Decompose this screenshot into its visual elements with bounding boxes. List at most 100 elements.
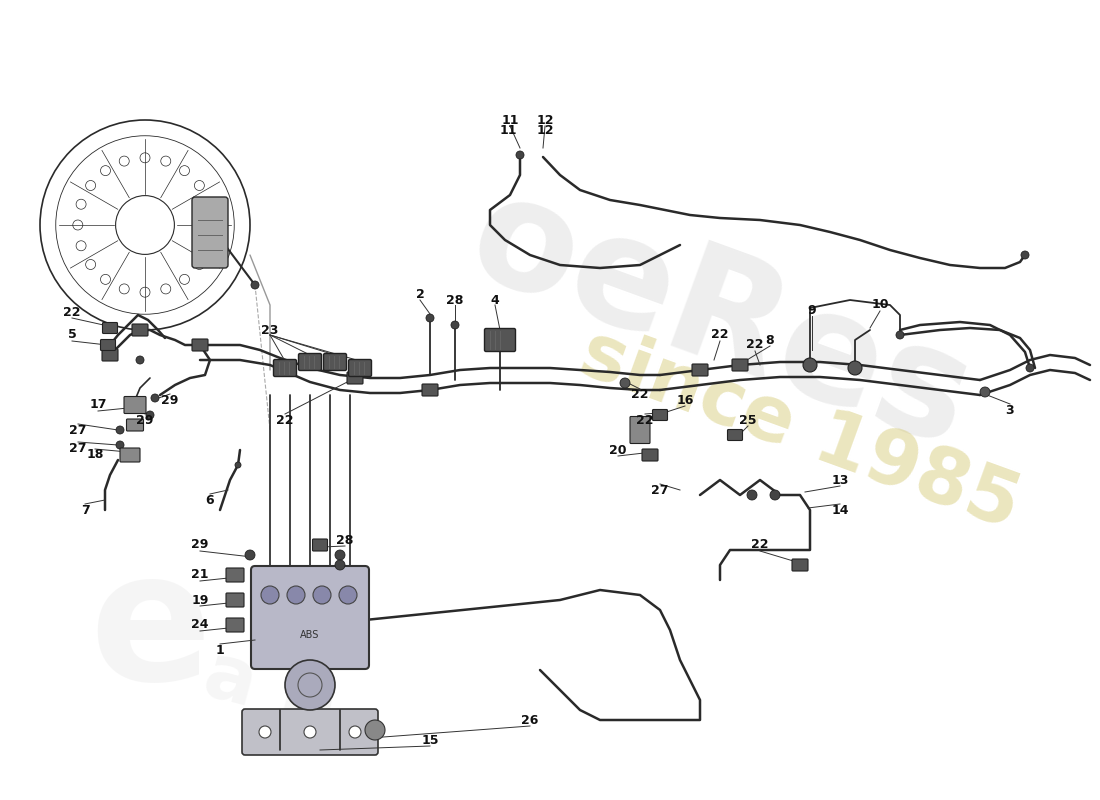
Text: 25: 25 — [739, 414, 757, 426]
Text: 27: 27 — [651, 483, 669, 497]
Text: 9: 9 — [807, 303, 816, 317]
Text: 21: 21 — [191, 569, 209, 582]
Circle shape — [803, 358, 817, 372]
Circle shape — [1021, 251, 1028, 259]
Text: 13: 13 — [832, 474, 849, 486]
Circle shape — [770, 490, 780, 500]
FancyBboxPatch shape — [274, 359, 297, 377]
Text: 18: 18 — [86, 449, 103, 462]
Text: since 1985: since 1985 — [570, 316, 1030, 544]
Text: 22: 22 — [631, 389, 649, 402]
Circle shape — [287, 586, 305, 604]
FancyBboxPatch shape — [124, 397, 146, 414]
FancyBboxPatch shape — [102, 349, 118, 361]
Text: 1: 1 — [216, 643, 224, 657]
FancyBboxPatch shape — [192, 339, 208, 351]
Text: e: e — [89, 542, 211, 718]
Circle shape — [426, 314, 434, 322]
Circle shape — [1026, 364, 1034, 372]
FancyBboxPatch shape — [652, 410, 668, 421]
FancyBboxPatch shape — [132, 324, 148, 336]
Text: 4: 4 — [491, 294, 499, 306]
Circle shape — [261, 586, 279, 604]
Text: 22: 22 — [712, 329, 728, 342]
Circle shape — [285, 660, 336, 710]
Text: 11: 11 — [502, 114, 519, 126]
Text: 10: 10 — [871, 298, 889, 311]
FancyBboxPatch shape — [126, 419, 143, 431]
Circle shape — [896, 331, 904, 339]
FancyBboxPatch shape — [727, 430, 742, 441]
Circle shape — [235, 462, 241, 468]
Circle shape — [365, 720, 385, 740]
Text: 27: 27 — [69, 442, 87, 454]
Text: 5: 5 — [67, 329, 76, 342]
Text: 11: 11 — [499, 123, 517, 137]
Circle shape — [251, 281, 258, 289]
Text: 3: 3 — [1005, 403, 1014, 417]
Text: 24: 24 — [191, 618, 209, 631]
Circle shape — [146, 411, 154, 419]
Text: 12: 12 — [537, 123, 553, 137]
Circle shape — [451, 321, 459, 329]
Text: a p: a p — [197, 637, 343, 743]
FancyBboxPatch shape — [298, 354, 321, 370]
Circle shape — [848, 361, 862, 375]
Text: 29: 29 — [136, 414, 154, 426]
Circle shape — [116, 426, 124, 434]
Text: 29: 29 — [162, 394, 178, 406]
Text: 17: 17 — [89, 398, 107, 411]
FancyBboxPatch shape — [792, 559, 808, 571]
Text: 28: 28 — [337, 534, 354, 546]
Text: 7: 7 — [80, 503, 89, 517]
Text: oeRes: oeRes — [450, 161, 990, 479]
Text: 29: 29 — [191, 538, 209, 551]
Circle shape — [516, 151, 524, 159]
Text: 27: 27 — [69, 423, 87, 437]
Circle shape — [136, 356, 144, 364]
Circle shape — [747, 490, 757, 500]
Text: 22: 22 — [746, 338, 763, 351]
FancyBboxPatch shape — [692, 364, 708, 376]
Circle shape — [339, 586, 358, 604]
Text: 23: 23 — [262, 323, 278, 337]
FancyBboxPatch shape — [422, 384, 438, 396]
Text: 22: 22 — [64, 306, 80, 318]
FancyBboxPatch shape — [226, 618, 244, 632]
Circle shape — [349, 726, 361, 738]
FancyBboxPatch shape — [732, 359, 748, 371]
FancyBboxPatch shape — [346, 372, 363, 384]
FancyBboxPatch shape — [484, 329, 516, 351]
Text: ABS: ABS — [300, 630, 320, 640]
FancyBboxPatch shape — [312, 539, 328, 551]
FancyBboxPatch shape — [102, 322, 118, 334]
Circle shape — [245, 550, 255, 560]
Circle shape — [258, 726, 271, 738]
FancyBboxPatch shape — [100, 339, 116, 350]
Text: 8: 8 — [766, 334, 774, 346]
Text: 2: 2 — [416, 289, 425, 302]
FancyBboxPatch shape — [242, 709, 378, 755]
FancyBboxPatch shape — [630, 417, 650, 443]
Circle shape — [336, 560, 345, 570]
FancyBboxPatch shape — [642, 449, 658, 461]
Text: 16: 16 — [676, 394, 694, 406]
Text: 15: 15 — [421, 734, 439, 746]
Text: 22: 22 — [276, 414, 294, 426]
Text: 22: 22 — [751, 538, 769, 551]
FancyBboxPatch shape — [251, 566, 368, 669]
FancyBboxPatch shape — [120, 448, 140, 462]
FancyBboxPatch shape — [226, 568, 244, 582]
FancyBboxPatch shape — [349, 359, 372, 377]
Circle shape — [620, 378, 630, 388]
Circle shape — [314, 586, 331, 604]
Circle shape — [336, 550, 345, 560]
Circle shape — [980, 387, 990, 397]
Text: 28: 28 — [447, 294, 464, 306]
Text: 14: 14 — [832, 503, 849, 517]
Text: 12: 12 — [537, 114, 553, 126]
Text: 22: 22 — [636, 414, 653, 426]
FancyBboxPatch shape — [323, 354, 346, 370]
Text: 20: 20 — [609, 443, 627, 457]
Circle shape — [116, 441, 124, 449]
